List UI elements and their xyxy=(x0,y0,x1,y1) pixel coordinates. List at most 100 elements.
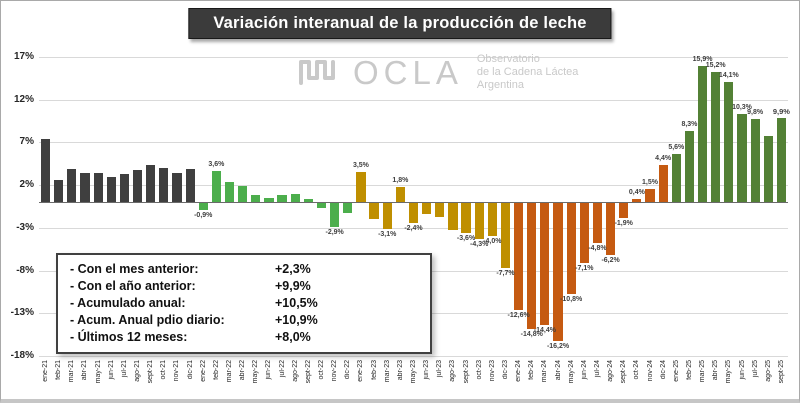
summary-value: +2,3% xyxy=(275,262,311,276)
x-axis-label-jun-25: jun-25 xyxy=(737,360,747,384)
bar-ene-24 xyxy=(514,202,524,310)
x-axis-label-text: oct-24 xyxy=(633,360,641,380)
x-axis-label-ene-23: ene-23 xyxy=(356,360,366,387)
x-axis-label-text: nov-24 xyxy=(646,360,654,382)
gridline xyxy=(39,142,788,144)
x-axis-label-text: jun-25 xyxy=(738,360,746,380)
x-axis-label-feb-21: feb-21 xyxy=(54,360,64,385)
bar-feb-23 xyxy=(369,202,379,220)
x-axis-label-feb-22: feb-22 xyxy=(211,360,221,385)
bar-nov-21 xyxy=(172,173,182,203)
bar-jul-25 xyxy=(750,118,760,203)
bar-label-may-24: -10,8% xyxy=(560,296,583,304)
x-axis-label-sept-22: sept-22 xyxy=(303,360,313,388)
bar-feb-25 xyxy=(684,131,695,203)
x-axis-label-text: feb-21 xyxy=(55,360,63,380)
bar-ene-25 xyxy=(671,154,681,203)
bar-jun-22 xyxy=(264,197,274,203)
summary-row: - Acumulado anual: +10,5% xyxy=(70,295,418,312)
x-axis-label-text: ago-24 xyxy=(607,360,615,382)
summary-row: - Últimos 12 meses: +8,0% xyxy=(70,329,418,346)
x-axis-label-text: oct-21 xyxy=(160,360,168,380)
bar-ago-23 xyxy=(448,202,458,231)
bar-label-sept-25: 9,9% xyxy=(772,106,790,116)
bar-ene-23 xyxy=(356,172,366,203)
chart-title: Variación interanual de la producción de… xyxy=(188,8,612,39)
watermark-brand-text: OCLA xyxy=(353,53,463,91)
bar-label-sept-23: -3,6% xyxy=(456,234,476,242)
bar-nov-22 xyxy=(330,202,340,227)
x-axis-label-text: feb-25 xyxy=(685,360,693,380)
bar-oct-21 xyxy=(159,168,169,203)
x-axis-label-ago-25: ago-25 xyxy=(763,360,773,387)
summary-value: +10,9% xyxy=(275,313,318,327)
bar-label-feb-22: 3,6% xyxy=(208,161,225,169)
x-axis-label-abr-23: abr-23 xyxy=(395,360,405,385)
bar-may-21 xyxy=(93,173,103,203)
bar-label-ago-24: -6,2% xyxy=(601,257,620,265)
x-axis-label-text: ago-25 xyxy=(764,360,772,382)
x-axis-label-oct-22: oct-22 xyxy=(317,360,327,384)
y-axis-tick-label: -8% xyxy=(16,264,34,276)
x-axis-label-dic-21: dic-21 xyxy=(185,360,195,384)
bar-jun-24 xyxy=(579,202,589,263)
x-axis-label-ago-24: ago-24 xyxy=(606,360,616,387)
x-axis-label-jul-24: jul-24 xyxy=(592,360,602,382)
bar-abr-21 xyxy=(80,173,90,203)
gridline xyxy=(39,356,788,357)
gridline xyxy=(39,99,788,101)
bar-label-dic-24: 4,4% xyxy=(655,154,672,162)
x-axis-label-text: ago-22 xyxy=(291,360,299,382)
x-axis-label-text: ago-23 xyxy=(449,360,457,382)
x-axis-label-text: sept-24 xyxy=(620,360,628,384)
x-axis-label-ago-23: ago-23 xyxy=(448,360,458,387)
x-axis-label-text: dic-22 xyxy=(344,360,352,380)
bar-label-feb-25: 8,3% xyxy=(681,121,698,129)
watermark-subtitle: Observatorio de la Cadena Láctea Argenti… xyxy=(477,53,579,92)
summary-value: +8,0% xyxy=(275,330,311,344)
x-axis-label-text: feb-23 xyxy=(370,360,378,380)
bar-jul-23 xyxy=(435,202,445,217)
gridline xyxy=(39,57,788,58)
bar-jul-24 xyxy=(592,202,603,244)
x-axis-label-text: mar-22 xyxy=(226,360,234,383)
x-axis-label-may-22: may-22 xyxy=(251,360,261,388)
x-axis-label-text: may-22 xyxy=(252,360,260,384)
x-axis-label-feb-25: feb-25 xyxy=(684,360,694,385)
bar-ene-22 xyxy=(198,202,208,210)
bar-mar-25 xyxy=(697,66,708,203)
x-axis-label-ago-22: ago-22 xyxy=(290,360,300,387)
bar-mar-24 xyxy=(540,202,550,326)
summary-value: +10,5% xyxy=(275,296,318,310)
bar-label-abr-23: 1,8% xyxy=(392,176,409,184)
x-axis-label-may-23: may-23 xyxy=(409,360,419,388)
x-axis-label-text: jun-23 xyxy=(423,360,431,380)
x-axis-label-nov-24: nov-24 xyxy=(645,360,655,386)
x-axis-label-text: abr-25 xyxy=(712,360,720,381)
bar-label-jul-24: -4,8% xyxy=(588,245,607,253)
bar-mar-22 xyxy=(224,181,235,203)
bar-may-24 xyxy=(566,202,576,295)
x-axis-label-feb-23: feb-23 xyxy=(369,360,379,385)
bar-ene-21 xyxy=(40,139,51,203)
x-axis-label-text: abr-23 xyxy=(396,360,404,381)
x-axis-label-text: may-23 xyxy=(410,360,417,384)
bar-sept-22 xyxy=(303,198,313,203)
bar-dic-24 xyxy=(658,164,668,203)
bar-abr-23 xyxy=(395,186,405,203)
x-axis-label-text: may-24 xyxy=(567,360,575,384)
ocla-wave-icon xyxy=(297,53,339,92)
bar-nov-24 xyxy=(645,189,655,203)
x-axis-label-jun-22: jun-22 xyxy=(264,360,274,384)
bar-label-mar-24: -14,4% xyxy=(533,327,556,335)
y-axis-tick-label: -3% xyxy=(16,221,34,233)
bar-label-ene-23: 3,5% xyxy=(352,162,369,170)
bar-sept-24 xyxy=(619,202,629,219)
x-axis-label-text: feb-24 xyxy=(528,360,536,380)
x-axis-label-text: may-25 xyxy=(725,360,733,384)
bar-label-may-25: 14,1% xyxy=(718,71,739,79)
x-axis-label-mar-21: mar-21 xyxy=(67,360,77,387)
bar-sept-21 xyxy=(146,164,156,203)
